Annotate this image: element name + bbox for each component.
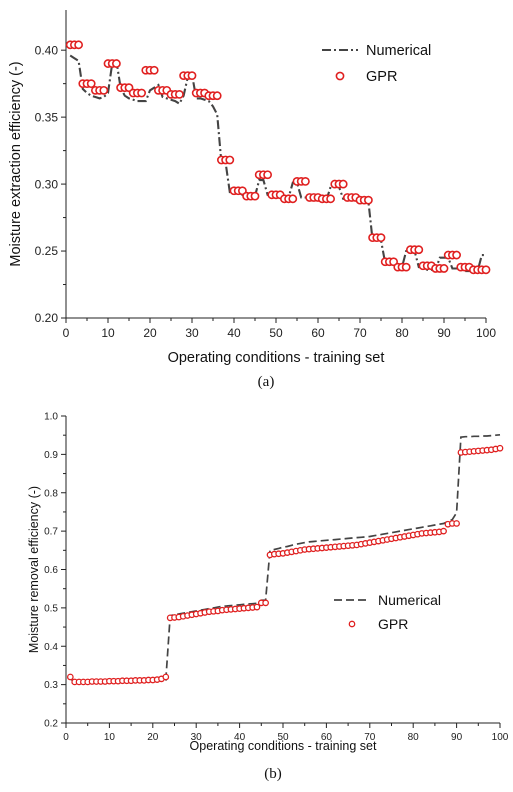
chart-a: 0 10 20 30 40 50 60 70 80 90 100 0.20 0.25 0.30 0.35 0.… — [8, 10, 496, 390]
y-tick-label: 1.0 — [44, 412, 58, 423]
legend-label: Numerical — [378, 592, 441, 608]
gpr-point — [262, 599, 269, 607]
gpr-point — [66, 673, 74, 681]
x-tick-label: 40 — [227, 326, 241, 340]
gpr-point — [376, 233, 386, 243]
x-tick-label: 30 — [191, 732, 203, 743]
gpr-markers — [66, 444, 504, 686]
chart-b: 0 10 20 30 40 50 60 70 80 90 100 0.2 0.3 0.4 0.5 0.6 0.7… — [27, 412, 509, 783]
gpr-point — [149, 65, 159, 75]
gpr-point — [363, 195, 373, 205]
gpr-point — [401, 262, 411, 272]
x-tick-label: 40 — [234, 732, 246, 743]
x-tick-label: 0 — [63, 732, 69, 743]
gpr-point — [137, 88, 146, 98]
legend-label: GPR — [378, 616, 408, 632]
gpr-point — [288, 194, 298, 204]
x-axis-label: Operating conditions - training set — [190, 739, 377, 753]
y-tick-label: 0.40 — [35, 43, 59, 57]
gpr-point — [300, 177, 310, 186]
y-tick-label: 0.5 — [44, 603, 58, 614]
x-tick-label: 80 — [395, 326, 409, 340]
gpr-point — [439, 264, 449, 273]
y-tick-label: 0.4 — [44, 642, 58, 653]
y-tick-label: 0.9 — [44, 450, 58, 461]
x-tick-label: 50 — [277, 732, 289, 743]
x-tick-label: 100 — [476, 326, 496, 340]
gpr-point — [212, 91, 222, 101]
legend-label: Numerical — [366, 43, 431, 59]
x-tick-label: 10 — [101, 326, 115, 340]
gpr-point — [225, 155, 235, 165]
x-tick-label: 70 — [353, 326, 367, 340]
x-tick-label: 10 — [104, 732, 116, 743]
x-tick-label: 50 — [269, 326, 283, 340]
x-tick-label: 20 — [147, 732, 159, 743]
gpr-point — [326, 194, 335, 204]
y-tick-label: 0.35 — [35, 110, 59, 124]
x-tick-label: 20 — [143, 326, 157, 340]
legend: Numerical GPR — [334, 592, 441, 632]
y-tick-label: 0.25 — [35, 244, 59, 258]
x-tick-label: 30 — [185, 326, 199, 340]
gpr-point — [338, 179, 348, 189]
y-axis-label: Moisture extraction efficiency (-) — [8, 61, 24, 266]
gpr-point — [162, 673, 170, 681]
y-tick-label: 0.30 — [35, 177, 59, 191]
x-tick-label: 100 — [492, 732, 509, 743]
y-tick-label: 0.3 — [44, 680, 58, 691]
y-tick-label: 0.7 — [44, 527, 58, 538]
y-axis-label: Moisture removal efficiency (-) — [27, 486, 41, 653]
x-tick-label: 70 — [364, 732, 376, 743]
gpr-point — [187, 71, 197, 81]
y-tick-label: 0.20 — [35, 311, 59, 325]
gpr-point — [86, 79, 96, 89]
gpr-point — [414, 245, 424, 255]
legend-gpr-marker — [335, 71, 345, 81]
x-tick-label: 60 — [311, 326, 325, 340]
y-tick-label: 0.2 — [44, 719, 58, 730]
gpr-point — [74, 40, 83, 50]
gpr-point — [253, 603, 261, 611]
legend-label: GPR — [366, 69, 397, 85]
x-tick-label: 90 — [437, 326, 451, 340]
x-tick-label: 60 — [321, 732, 333, 743]
x-axis-label: Operating conditions - training set — [168, 350, 385, 366]
y-tick-label: 0.6 — [44, 565, 58, 576]
gpr-point — [496, 444, 504, 452]
legend: Numerical GPR — [322, 43, 431, 85]
gpr-point — [440, 527, 447, 535]
x-tick-label: 80 — [408, 732, 420, 743]
gpr-point — [99, 85, 109, 95]
gpr-point — [453, 520, 460, 527]
x-tick-label: 0 — [63, 326, 70, 340]
gpr-point — [481, 265, 491, 275]
x-tick-label: 90 — [451, 732, 463, 743]
gpr-point — [174, 89, 184, 99]
numerical-line — [69, 433, 501, 683]
y-tick-label: 0.8 — [44, 488, 58, 499]
legend-gpr-marker — [348, 620, 356, 628]
figure-caption: (a) — [258, 374, 275, 390]
gpr-point — [112, 59, 121, 68]
gpr-point — [263, 170, 272, 180]
gpr-point — [250, 191, 260, 201]
figure-caption: (b) — [264, 766, 282, 782]
gpr-point — [452, 250, 461, 260]
gpr-markers — [65, 40, 491, 275]
